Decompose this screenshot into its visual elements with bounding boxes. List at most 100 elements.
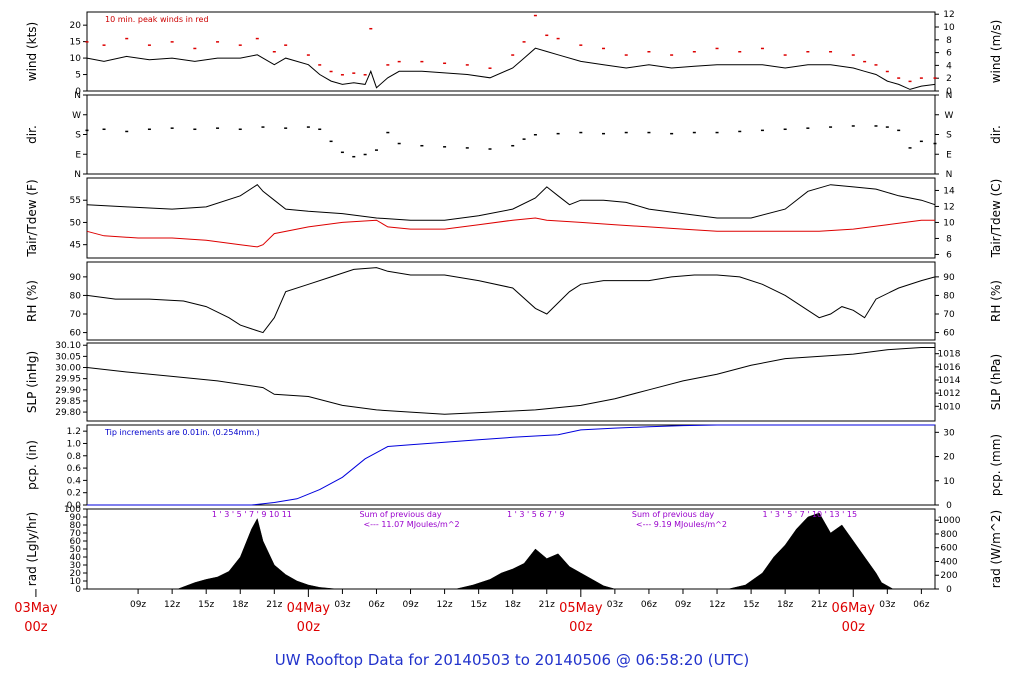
series-temp-Tdew (86, 217, 935, 248)
series-temp-Tair (86, 184, 936, 221)
left-tick-label-pcp-4: 0.8 (67, 452, 82, 462)
left-tick-label-rad-8: 80 (70, 521, 82, 531)
point-wind-peak-44 (885, 70, 889, 73)
rad-sum-line1-1: Sum of previous day (632, 510, 714, 519)
right-tick-label-wind-4: 8 (946, 36, 952, 46)
right-tick-label-slp-3: 1016 (938, 363, 961, 373)
time-tick-label-10: 18z (505, 600, 521, 610)
left-tick-label-rad-2: 20 (70, 569, 82, 579)
ylabel-right-slp: SLP (hPa) (989, 354, 1003, 410)
left-tick-label-rad-0: 0 (75, 585, 81, 595)
left-tick-label-rh-2: 80 (70, 291, 82, 301)
time-tick-label-12: 03z (607, 600, 623, 610)
ylabel-left-slp: SLP (inHg) (25, 351, 39, 413)
point-wind-peak-13 (329, 70, 333, 73)
ylabel-left-rh: RH (%) (25, 280, 39, 322)
right-tick-label-pcp-3: 30 (943, 428, 955, 438)
right-tick-label-rad-5: 1000 (938, 516, 961, 526)
point-wind-peak-21 (443, 62, 447, 65)
point-dir-direction-30 (647, 131, 651, 134)
point-dir-direction-20 (443, 146, 447, 148)
point-dir-direction-17 (386, 131, 390, 134)
left-tick-label-dir-4: N (74, 91, 81, 101)
left-tick-label-slp-5: 30.05 (55, 352, 81, 362)
point-wind-peak-38 (783, 54, 787, 56)
point-dir-direction-22 (488, 148, 492, 150)
point-wind-peak-27 (545, 34, 549, 37)
left-tick-label-rad-4: 40 (70, 553, 82, 563)
time-tick-label-18: 21z (811, 600, 827, 610)
series-slp-SLP (86, 347, 935, 415)
point-dir-direction-38 (829, 126, 833, 128)
series-rh-RH (86, 267, 936, 334)
left-tick-label-rad-7: 70 (70, 529, 82, 539)
point-dir-direction-43 (908, 147, 912, 149)
right-tick-label-dir-3: W (945, 111, 954, 121)
point-wind-peak-28 (556, 37, 560, 40)
time-tick-label-0: 09z (130, 600, 146, 610)
time-tick-label-16: 15z (743, 600, 759, 610)
annotation-pcp: Tip increments are 0.01in. (0.254mm.) (104, 428, 260, 437)
right-tick-label-rh-3: 90 (943, 273, 955, 283)
right-tick-label-temp-1: 8 (946, 234, 952, 244)
left-tick-label-wind-4: 20 (70, 21, 82, 31)
left-tick-label-rad-1: 10 (70, 577, 82, 587)
panel-frame-wind (86, 11, 936, 92)
point-dir-direction-12 (329, 140, 333, 143)
ylabel-left-rad: rad (Lgly/hr) (25, 512, 39, 586)
rad-sum-line2-1: <--- 9.19 MJoules/m^2 (636, 520, 727, 529)
left-tick-label-dir-1: E (75, 150, 81, 160)
right-tick-label-pcp-2: 20 (943, 453, 955, 463)
right-tick-label-wind-2: 4 (946, 61, 952, 71)
left-tick-label-rad-6: 60 (70, 537, 82, 547)
point-wind-peak-1 (102, 44, 106, 46)
left-tick-label-dir-3: W (72, 111, 81, 121)
point-dir-direction-40 (874, 125, 878, 127)
rad-hour-marks-2: 1 ' 3 ' 5 ' 7 ' 10 ' 13 ' 15 (762, 510, 857, 519)
point-dir-direction-10 (306, 126, 310, 128)
left-tick-label-slp-1: 29.85 (55, 397, 81, 407)
point-wind-peak-31 (624, 54, 628, 56)
time-tick-label-5: 03z (334, 600, 350, 610)
right-tick-label-wind-1: 2 (946, 74, 952, 84)
point-dir-direction-27 (579, 131, 583, 134)
point-dir-direction-39 (851, 125, 855, 127)
point-wind-peak-47 (919, 77, 923, 79)
point-wind-peak-17 (369, 27, 373, 30)
left-tick-label-wind-2: 10 (70, 54, 82, 64)
right-tick-label-temp-0: 6 (946, 250, 952, 260)
left-tick-label-pcp-2: 0.4 (67, 476, 82, 486)
left-tick-label-slp-4: 30.00 (55, 364, 81, 374)
ylabel-right-pcp: pcp. (mm) (989, 434, 1003, 496)
point-dir-direction-23 (511, 144, 515, 147)
point-dir-direction-34 (738, 130, 742, 133)
point-wind-peak-30 (602, 47, 606, 50)
point-dir-direction-6 (216, 127, 220, 129)
right-tick-label-pcp-0: 0 (946, 501, 952, 511)
point-dir-direction-8 (261, 126, 265, 128)
series-pcp-pcp (87, 424, 935, 506)
point-dir-direction-1 (102, 128, 106, 131)
point-dir-direction-16 (374, 149, 378, 151)
date-label-hour-3: 00z (842, 620, 866, 635)
ylabel-left-pcp: pcp. (in) (25, 440, 39, 490)
point-dir-direction-35 (760, 129, 764, 132)
point-wind-peak-6 (216, 41, 220, 43)
date-label-day-0: 03May (14, 601, 58, 616)
point-dir-direction-32 (692, 131, 696, 134)
right-tick-label-slp-2: 1014 (938, 376, 961, 386)
left-tick-label-temp-0: 45 (70, 241, 81, 251)
point-dir-direction-24 (522, 138, 526, 140)
time-tick-label-20: 06z (913, 600, 929, 610)
point-dir-direction-4 (170, 127, 174, 129)
date-label-day-1: 04May (287, 601, 331, 616)
right-tick-label-wind-5: 10 (943, 23, 955, 33)
point-wind-peak-16 (363, 74, 367, 76)
date-label-day-2: 05May (559, 601, 603, 616)
left-tick-label-pcp-3: 0.6 (67, 464, 82, 474)
right-tick-label-slp-4: 1018 (938, 350, 961, 360)
point-wind-peak-20 (420, 60, 424, 63)
right-tick-label-rh-2: 80 (943, 291, 955, 301)
time-tick-label-17: 18z (777, 600, 793, 610)
date-label-hour-2: 00z (569, 620, 593, 635)
